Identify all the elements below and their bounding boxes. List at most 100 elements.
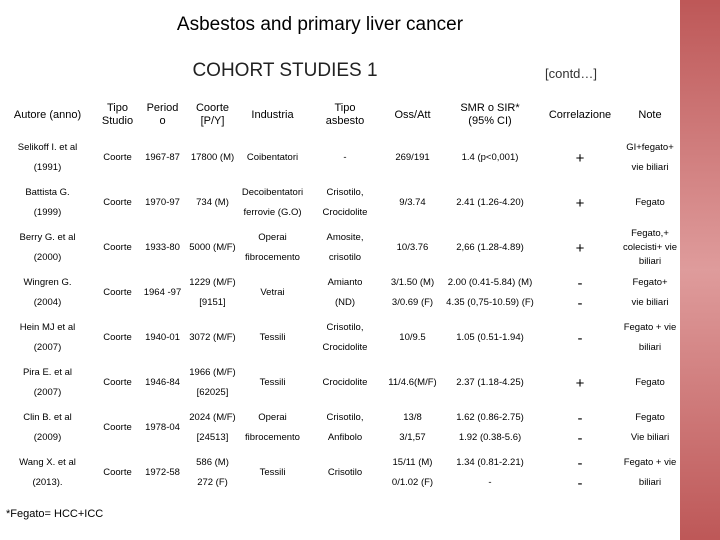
cell: -- [540, 271, 620, 316]
cell-text: Industria [251, 108, 294, 121]
cell: Oss/Att [385, 94, 440, 136]
cell: Tipo asbesto [305, 94, 385, 136]
cell-text: Period [146, 102, 179, 115]
cell-text: + [575, 374, 585, 392]
cell-text: - [577, 295, 583, 313]
cell: Operai fibrocemento [240, 406, 305, 451]
cell-text: - [577, 475, 583, 493]
cell-text: 2.41 (1.26-4.20) [456, 197, 524, 209]
cell: Wingren G. (2004) [0, 271, 95, 316]
cell: Coorte [95, 181, 140, 226]
cell-text: 0/1.02 (F) [391, 477, 434, 489]
cell-text: Crisotilo, [326, 186, 364, 198]
cell-text: Tessili [259, 377, 286, 389]
cell-text: Correlazione [548, 108, 612, 121]
cell-text: 734 (M) [196, 197, 229, 209]
cell-text: Vie biliari [630, 432, 670, 444]
cell: Coorte [95, 136, 140, 181]
cell-text: 2.00 (0.41-5.84) (M) [447, 276, 533, 288]
cell-text: vie biliari [631, 297, 669, 309]
cell-text: 1970-97 [145, 197, 180, 209]
cell-text: Decoibentatori [241, 186, 304, 198]
cell: Amosite, crisotilo [305, 226, 385, 271]
cell-text: Crisotilo [327, 467, 363, 479]
cell: Coorte [95, 316, 140, 361]
cell: Pira E. et al (2007) [0, 361, 95, 406]
cell-text: Autore (anno) [13, 108, 82, 121]
cell-text: - [577, 409, 583, 427]
cell: 1966 (M/F) [62025] [185, 361, 240, 406]
cell-text: biliari [638, 342, 662, 354]
cell-text: Crisotilo, [326, 321, 364, 333]
cell: 1.4 (p<0,001) [440, 136, 540, 181]
cell-text: Coorte [103, 377, 132, 389]
cell-text: 2,66 (1.28-4.89) [456, 242, 524, 254]
cell-text: GI+fegato+ [626, 141, 674, 153]
cell-text: 1964 -97 [143, 287, 182, 299]
cell-text: 17800 (M) [190, 152, 235, 164]
cell: SMR o SIR* (95% CI) [440, 94, 540, 136]
cell-text: 1978-04 [145, 422, 180, 434]
cell-text: Crocidolite [322, 207, 368, 219]
cell-text: 269/191 [395, 152, 430, 164]
cell-text: o [159, 115, 166, 127]
cell-text: Note [638, 108, 662, 121]
cell: 1940-01 [140, 316, 185, 361]
cell-text: Amianto [327, 276, 363, 288]
cell: Hein MJ et al (2007) [0, 316, 95, 361]
cell: 15/11 (M) 0/1.02 (F) [385, 451, 440, 496]
cell-text: 3/0.69 (F) [391, 297, 434, 309]
cell: + [540, 361, 620, 406]
cell-text: 1967-87 [145, 152, 180, 164]
cell-text: - [577, 430, 583, 448]
cell-text: Fegato,+ [631, 228, 669, 240]
cell-text: - [488, 477, 492, 489]
cell-text: Operai [258, 411, 287, 423]
table-row: Pira E. et al (2007) Coorte 1946-84 1966 (M/… [0, 361, 680, 406]
cell: Coorte [95, 361, 140, 406]
cell-text: colecisti+ vie [622, 242, 678, 254]
cell-text: 272 (F) [197, 477, 228, 489]
cell-text: 3/1.50 (M) [390, 276, 435, 288]
cell-text: 13/8 [403, 411, 422, 423]
decoration [680, 0, 720, 540]
cell-text: 4.35 (0,75-10.59) (F) [446, 297, 534, 309]
cell: Wang X. et al (2013). [0, 451, 95, 496]
cell-text: Fegato+ [632, 276, 668, 288]
cell-text: [9151] [199, 297, 226, 309]
cell-text: Hein MJ et al [19, 321, 76, 333]
cell-text: Tessili [259, 332, 286, 344]
cell-text: 11/4.6(M/F) [388, 377, 437, 389]
cell: 1.62 (0.86-2.75) 1.92 (0.38-5.6) [440, 406, 540, 451]
cell: 3072 (M/F) [185, 316, 240, 361]
cell-text: Coorte [103, 152, 132, 164]
cell-text: Tipo [334, 102, 356, 115]
table-row: Battista G. (1999) Coorte 1970-97 734 (M) Dec… [0, 181, 680, 226]
cell-text: 1940-01 [145, 332, 180, 344]
cell-text: biliari [638, 477, 662, 489]
table-row: Wang X. et al (2013). Coorte 1972-58 586 (M)… [0, 451, 680, 496]
cell-text: Operai [258, 231, 287, 243]
cell-text: Coorte [103, 467, 132, 479]
footnote: *Fegato= HCC+ICC [6, 508, 104, 520]
cell-text: Anfibolo [327, 432, 363, 444]
cell-text: Pira E. et al [22, 366, 73, 378]
header-row: Autore (anno) Tipo Studio Period o Coorte [P/Y… [0, 94, 680, 136]
cell-text: + [575, 239, 585, 257]
cell: Fegato Vie biliari [620, 406, 680, 451]
cell: -- [540, 406, 620, 451]
cell-text: Coorte [103, 422, 132, 434]
cell-text: - [343, 152, 347, 164]
cell-text: [62025] [196, 387, 229, 399]
cell-text: Fegato + vie [623, 456, 677, 468]
cell-text: (2009) [33, 432, 62, 444]
cell-text: (ND) [334, 297, 356, 309]
cell-text: 9/3.74 [399, 197, 426, 209]
cell-text: Coibentatori [246, 152, 299, 164]
cell: 9/3.74 [385, 181, 440, 226]
cell-text: asbesto [325, 115, 365, 127]
cell-text: biliari [638, 255, 662, 267]
cell-text: 1.62 (0.86-2.75) [456, 411, 524, 423]
cell: Berry G. et al (2000) [0, 226, 95, 271]
cell: 3/1.50 (M) 3/0.69 (F) [385, 271, 440, 316]
